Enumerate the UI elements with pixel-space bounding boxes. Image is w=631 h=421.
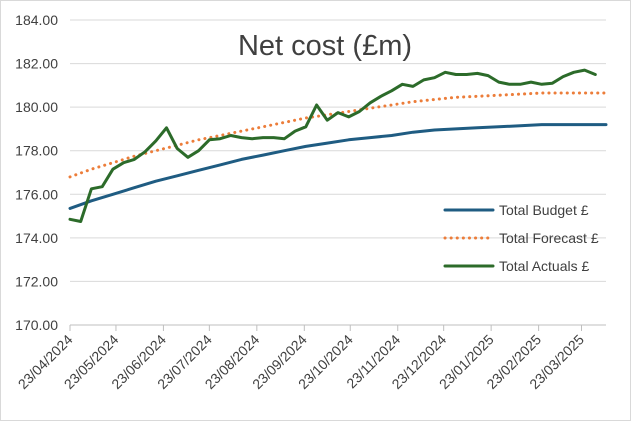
y-tick-label: 178.00 [15,143,58,159]
series-line-0 [68,123,608,210]
y-tick-label: 176.00 [15,186,58,202]
y-tick-label: 174.00 [15,230,58,246]
y-tick-label: 184.00 [15,12,58,28]
y-tick-label: 172.00 [15,273,58,289]
series-lines [68,68,608,223]
axes: 170.00 172.00 174.00 176.00 178.00 180.00 182.… [15,12,606,392]
gridlines [70,19,606,282]
y-tick-label: 170.00 [15,317,58,333]
legend-label-0: Total Budget £ [499,202,589,218]
series-line-1 [68,91,608,179]
legend-label-1: Total Forecast £ [499,230,599,246]
legend: Total Budget £ Total Forecast £ Total Actu… [443,202,599,274]
series-line-2 [68,68,597,223]
y-tick-label: 180.00 [15,99,58,115]
legend-label-2: Total Actuals £ [499,258,589,274]
y-tick-label: 182.00 [15,56,58,72]
chart-title: Net cost (£m) [238,30,412,62]
